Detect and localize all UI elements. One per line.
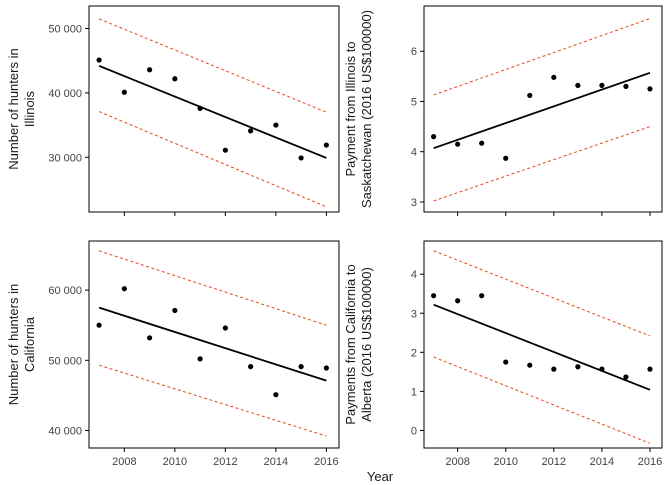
data-point [503,155,509,161]
y-tick-label: 4 [411,147,417,159]
lower-bound-line [98,364,327,437]
data-point [197,105,203,111]
data-point [479,293,485,299]
data-point [222,147,228,153]
y-tick-label: 4 [411,269,417,281]
data-point [172,76,178,82]
data-point [455,141,461,147]
data-point [647,86,653,92]
data-point [197,356,203,362]
data-point [96,322,102,328]
data-point [222,325,228,331]
data-point [147,67,153,73]
plot-frame [88,240,340,449]
y-tick-label: 40 000 [48,88,82,100]
data-point [575,364,581,370]
data-point [527,362,533,368]
y-tick-label: 0 [411,425,417,437]
y-tick-label: 3 [411,197,417,209]
data-point [479,140,485,146]
y-tick-label: 3 [411,308,417,320]
data-point [273,122,279,128]
data-point [623,83,629,89]
regression-line [98,65,327,159]
upper-bound-line [433,250,651,337]
chart-panel-illinois-to-saskatchewan-payment: 3 4 5 6 Payment from Illinois toSaskatchewan… [343,5,663,216]
y-tick-label: 6 [411,46,417,58]
y-axis-title-line: Payments from California to [343,264,358,424]
y-axis-title-line: Number of hunters in [6,48,21,169]
plot-frame [423,5,663,213]
chart-panel-california-to-alberta-payments: 0 1 2 3 4 2008 2010 2012 2014 2016 Payments from C… [343,240,663,468]
y-tick-label: 50 000 [48,24,82,36]
data-point [248,128,254,134]
x-tick-label: 2010 [163,456,187,468]
x-tick-label: 2016 [638,456,662,468]
y-axis-title-line: Illinois [22,90,37,127]
y-axis-title-line: Alberta (2016 US$100000) [359,267,374,422]
x-tick-label: 2012 [213,456,237,468]
data-point [431,134,437,140]
chart-panel-california-hunters: 40 000 50 000 60 000 2008 2010 2012 2014 2016 Nu… [6,240,340,468]
data-point [551,366,557,372]
y-tick-label: 30 000 [48,152,82,164]
lower-bound-line [98,111,327,208]
y-tick-label: 50 000 [48,355,82,367]
data-point [527,92,533,99]
regression-line [433,71,651,150]
data-point [551,74,557,80]
data-point [599,82,605,88]
y-tick-label: 5 [411,96,417,108]
data-point [273,392,279,398]
data-point [298,155,304,161]
y-tick-label: 60 000 [48,285,82,297]
data-point [121,89,127,95]
y-tick-label: 2 [411,347,417,359]
regression-line [433,303,651,391]
plot-frame [88,5,340,213]
data-point [298,364,304,370]
data-point [248,364,254,370]
data-point [599,366,605,372]
x-tick-label: 2014 [590,456,614,468]
y-tick-label: 40 000 [48,425,82,437]
chart-panel-illinois-hunters: 30 000 40 000 50 000 Number of hunters inIl… [6,5,340,216]
x-tick-label: 2012 [542,456,566,468]
x-tick-label: 2016 [314,456,338,468]
data-point [323,142,329,148]
data-point [172,307,178,314]
data-point [431,293,437,299]
upper-bound-line [98,250,327,326]
y-axis-title-line: Payment from Illinois to [343,41,358,176]
y-tick-label: 1 [411,386,417,398]
data-point [455,298,461,304]
x-tick-label: 2008 [112,456,136,468]
y-axis-title: Number of hunters inIllinois [6,48,37,169]
y-axis-title: Payments from California toAlberta (2016… [343,264,374,424]
plot-frame [423,240,663,449]
data-point [503,359,509,365]
x-tick-label: 2010 [493,456,517,468]
data-point [575,82,581,88]
y-axis-title-line: Saskatchewan (2016 US$100000) [359,10,374,208]
y-axis-title-line: California [22,316,37,372]
data-point [96,57,102,63]
data-point [623,374,629,380]
data-point [647,366,653,372]
data-point [323,365,329,371]
y-axis-title: Payment from Illinois toSaskatchewan (20… [343,10,374,208]
upper-bound-line [98,18,327,113]
x-tick-label: 2008 [445,456,469,468]
data-point [147,335,153,341]
lower-bound-line [433,356,651,444]
y-axis-title-line: Number of hunters in [6,284,21,405]
data-point [121,286,127,292]
y-axis-title: Number of hunters inCalifornia [6,284,37,405]
regression-line [98,306,327,382]
x-tick-label: 2014 [264,456,288,468]
